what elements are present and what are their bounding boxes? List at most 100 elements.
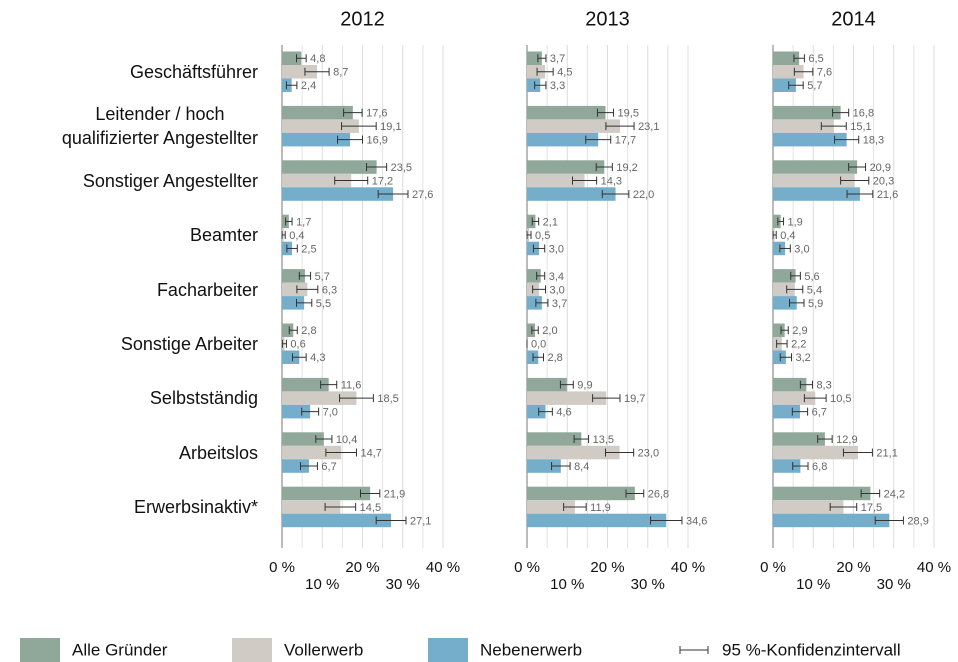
bar	[282, 119, 359, 133]
category-label: Leitender / hoch qualifizierter Angestel…	[61, 104, 258, 149]
value-label: 10,5	[830, 393, 851, 405]
value-label: 27,6	[412, 189, 433, 201]
value-label: 6,5	[808, 53, 823, 65]
bar	[773, 282, 795, 297]
value-label: 2,8	[548, 352, 563, 364]
x-tick-label: 30 %	[631, 576, 665, 593]
bar	[282, 173, 352, 188]
value-label: 9,9	[577, 380, 592, 392]
value-label: 17,2	[372, 175, 393, 187]
bar	[282, 500, 341, 514]
bar	[773, 445, 858, 460]
bar	[773, 119, 834, 133]
bar	[773, 500, 844, 514]
value-label: 34,6	[686, 515, 707, 527]
bar	[773, 296, 797, 310]
legend-label: Nebenerwerb	[480, 640, 582, 659]
value-label: 28,9	[907, 515, 928, 527]
legend-label: Vollerwerb	[284, 640, 363, 659]
value-label: 5,7	[807, 80, 822, 92]
legend-swatch	[232, 638, 272, 662]
value-label: 3,2	[796, 352, 811, 364]
category-label: Geschäftsführer	[129, 62, 258, 82]
value-label: 0,0	[531, 339, 546, 351]
value-label: 10,4	[336, 434, 357, 446]
bar	[282, 187, 394, 201]
bar	[282, 296, 305, 310]
value-label: 14,7	[360, 447, 381, 459]
value-label: 16,9	[367, 135, 388, 147]
bar	[773, 323, 785, 337]
bar	[282, 513, 392, 528]
value-label: 24,2	[884, 488, 905, 500]
bar	[527, 432, 582, 446]
bar	[773, 269, 796, 283]
value-label: 2,4	[301, 80, 316, 92]
bar	[527, 269, 541, 283]
value-label: 4,3	[310, 352, 325, 364]
bar	[773, 404, 800, 419]
value-label: 7,6	[817, 67, 832, 79]
value-label: 20,9	[870, 162, 891, 174]
value-label: 18,3	[863, 135, 884, 147]
value-label: 6,8	[812, 461, 827, 473]
bar	[527, 513, 667, 528]
bar	[282, 445, 342, 460]
bar	[282, 350, 300, 364]
category-label: Selbstständig	[149, 388, 258, 409]
value-label: 3,4	[549, 271, 564, 283]
bar	[773, 173, 855, 188]
bar	[282, 404, 311, 419]
value-label: 4,6	[556, 407, 571, 419]
value-label: 21,1	[876, 447, 897, 459]
value-label: 15,1	[850, 121, 871, 133]
bar	[773, 214, 781, 229]
bar	[773, 350, 786, 364]
value-label: 1,9	[787, 216, 802, 228]
x-tick-label: 0 %	[269, 559, 295, 576]
bar	[527, 391, 607, 405]
bar	[527, 459, 561, 473]
bar	[282, 377, 329, 392]
value-label: 2,2	[791, 339, 806, 351]
value-label: 2,9	[792, 325, 807, 337]
value-label: 8,4	[574, 461, 589, 473]
bar	[527, 500, 575, 514]
value-label: 11,6	[341, 380, 362, 392]
bar	[527, 214, 536, 229]
bar	[773, 78, 796, 92]
legend-swatch	[20, 638, 60, 662]
bar	[527, 173, 585, 188]
bar	[527, 445, 620, 460]
x-tick-label: 10 %	[796, 576, 830, 593]
value-label: 22,0	[633, 189, 654, 201]
x-tick-label: 20 %	[836, 559, 870, 576]
value-label: 7,0	[323, 407, 338, 419]
bar	[527, 187, 616, 201]
value-label: 23,0	[638, 447, 659, 459]
value-label: 14,5	[360, 502, 381, 514]
bar	[773, 105, 841, 120]
value-label: 21,6	[877, 189, 898, 201]
bar	[773, 486, 871, 501]
bar	[282, 323, 294, 337]
bar	[282, 432, 324, 446]
bar	[773, 132, 847, 147]
x-tick-label: 20 %	[590, 559, 624, 576]
bar	[282, 486, 371, 501]
bar	[527, 160, 605, 174]
x-tick-label: 0 %	[514, 559, 540, 576]
value-label: 23,5	[391, 162, 412, 174]
bar	[773, 65, 804, 79]
bar	[282, 282, 308, 297]
value-label: 6,7	[812, 407, 827, 419]
value-label: 5,7	[315, 271, 330, 283]
value-label: 20,3	[873, 175, 894, 187]
bar	[282, 105, 353, 120]
x-tick-label: 30 %	[877, 576, 911, 593]
value-label: 26,8	[648, 488, 669, 500]
value-label: 0,6	[290, 339, 305, 351]
value-label: 27,1	[410, 515, 431, 527]
x-tick-label: 10 %	[305, 576, 339, 593]
bar	[773, 432, 825, 446]
